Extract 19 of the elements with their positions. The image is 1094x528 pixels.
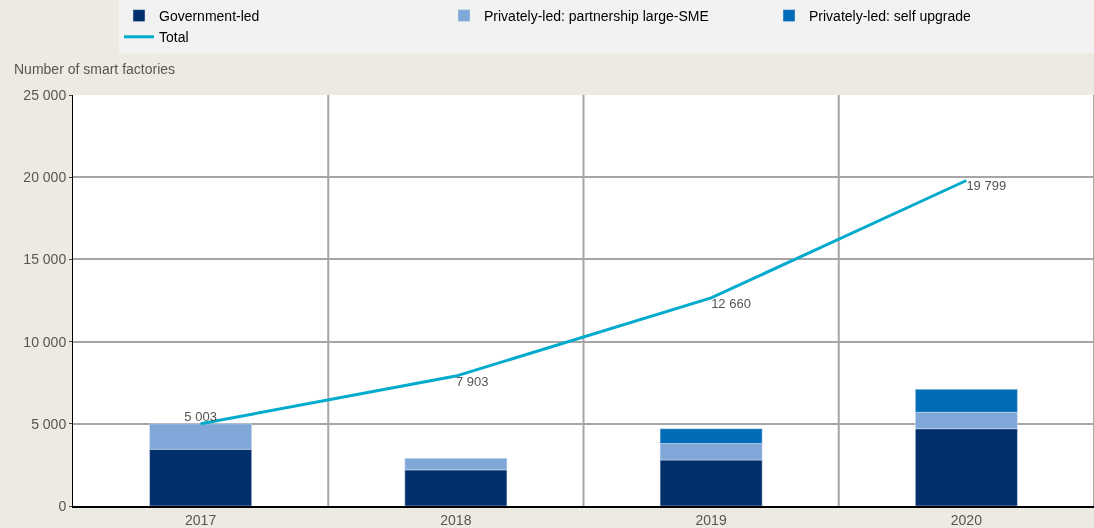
x-tick-label: 2020 [950, 511, 983, 528]
data-label: 7 903 [455, 373, 489, 389]
y-tick-label: 25 000 [23, 86, 67, 103]
y-tick-label: 0 [58, 497, 67, 514]
legend-label: Privately-led: partnership large-SME [484, 8, 709, 25]
x-tick-label: 2018 [440, 511, 472, 528]
x-tick-label: 2017 [185, 511, 217, 528]
legend-label: Government-led [159, 8, 260, 25]
y-tick-label: 15 000 [23, 251, 67, 268]
data-label: 12 660 [711, 295, 751, 311]
data-label: 19 799 [966, 178, 1007, 194]
y-tick-label: 5 000 [31, 415, 67, 432]
x-tick-label: 2019 [695, 511, 727, 528]
legend-label: Total [159, 29, 189, 46]
data-label: 5 003 [184, 408, 217, 424]
legend-label: Privately-led: self upgrade [809, 8, 972, 25]
y-tick-label: 10 000 [23, 333, 67, 350]
y-tick-label: 20 000 [23, 169, 67, 186]
y-axis-title: Number of smart factories [14, 61, 176, 77]
